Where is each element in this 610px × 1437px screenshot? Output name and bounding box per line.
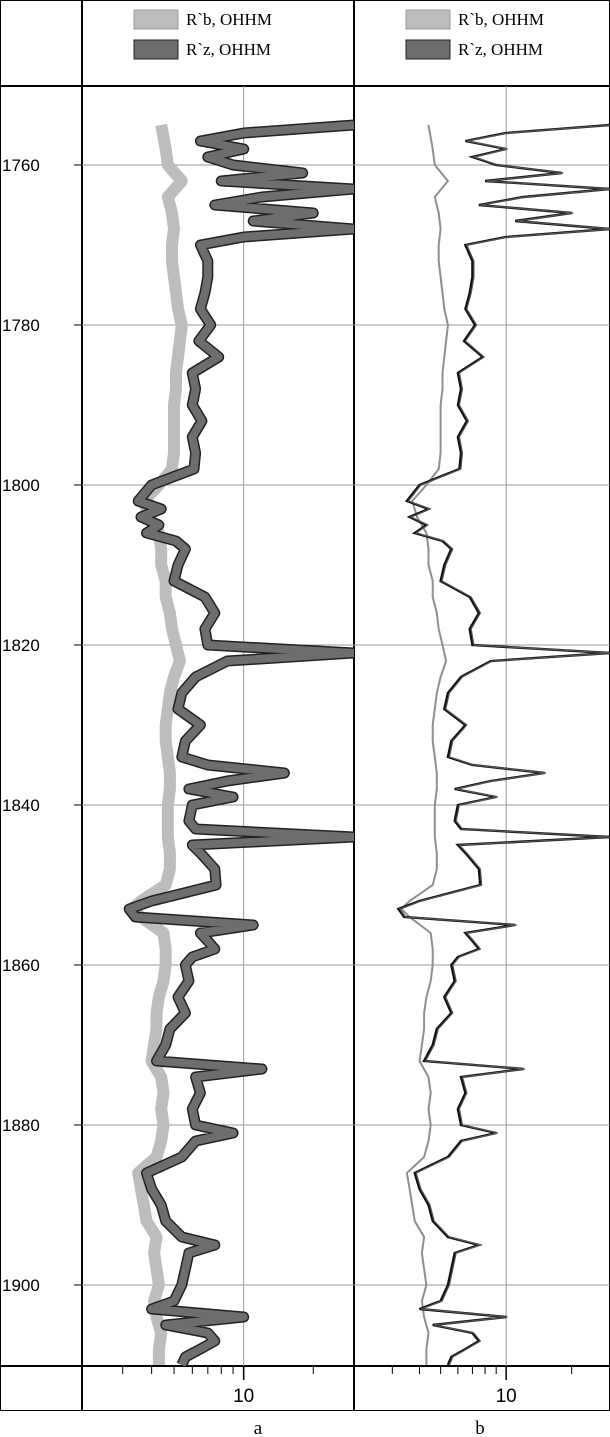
series-rz-shadow bbox=[398, 124, 610, 1366]
series-rz-band bbox=[125, 121, 354, 1366]
legend-label-rb: R`b, OHHM bbox=[186, 10, 272, 29]
plot-area bbox=[82, 86, 610, 1366]
legend-panel-b: R`b, OHHM R`z, OHHM bbox=[405, 9, 544, 60]
depth-tick-label: 1760 bbox=[2, 156, 40, 175]
depth-tick-label: 1860 bbox=[2, 956, 40, 975]
legend-swatch-rz bbox=[133, 39, 179, 60]
panel-b-grid bbox=[354, 86, 610, 1366]
legend-swatch-rz bbox=[405, 39, 451, 60]
legend-label-rb: R`b, OHHM bbox=[458, 10, 544, 29]
panel-a-curves bbox=[123, 119, 354, 1366]
series-rz-line bbox=[396, 123, 610, 1366]
x-tick-label: 10 bbox=[496, 1386, 517, 1407]
depth-tick-label: 1880 bbox=[2, 1116, 40, 1135]
depth-tick-label: 1840 bbox=[2, 796, 40, 815]
legend-swatch-rb bbox=[405, 9, 451, 30]
x-axis-panel-b: 10 b bbox=[353, 1366, 610, 1437]
depth-tick-label: 1780 bbox=[2, 316, 40, 335]
panel-label-b: b bbox=[475, 1418, 485, 1437]
x-axis-panel-a: 10a bbox=[81, 1366, 355, 1437]
depth-tick-label: 1800 bbox=[2, 476, 40, 495]
x-tick-label: 10 bbox=[233, 1386, 254, 1407]
legend-label-rz: R`z, OHHM bbox=[186, 40, 271, 59]
depth-tick-label: 1820 bbox=[2, 636, 40, 655]
panel-a-grid bbox=[82, 86, 354, 1366]
panel-label-a: a bbox=[254, 1418, 263, 1437]
legend-panel-a: R`b, OHHM R`z, OHHM bbox=[133, 9, 272, 60]
depth-axis: 1760 1780 1800 1820 1840 1860 1880 1900 bbox=[2, 156, 82, 1295]
legend-label-rz: R`z, OHHM bbox=[458, 40, 543, 59]
legend: R`b, OHHM R`z, OHHM R`b, OHHM R`z, OHHM bbox=[133, 9, 544, 60]
panel-b-curves bbox=[396, 123, 610, 1366]
series-rb-line bbox=[399, 124, 450, 1365]
legend-swatch-rb bbox=[133, 9, 179, 30]
depth-tick-label: 1900 bbox=[2, 1276, 40, 1295]
series-rb-band bbox=[126, 123, 188, 1365]
